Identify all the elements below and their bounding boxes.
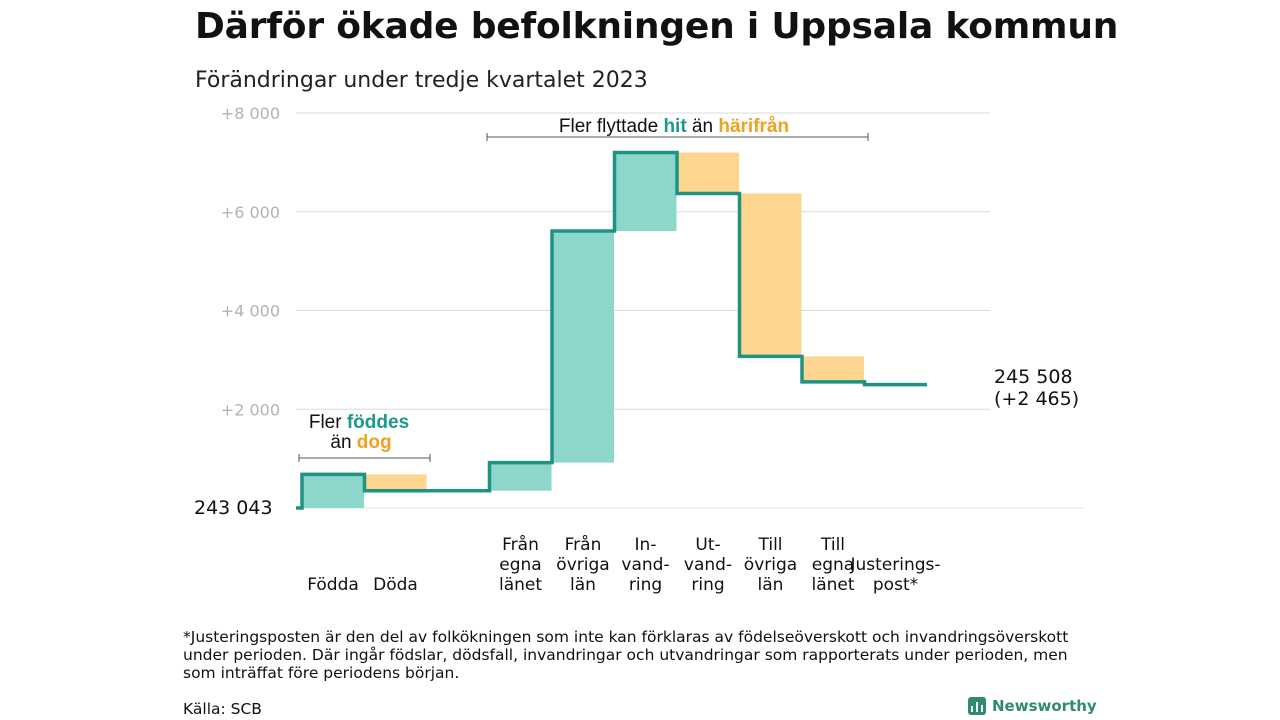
annotation-span: Fler: [309, 412, 347, 433]
x-category-label: övriga: [744, 555, 797, 575]
x-category-label: ring: [629, 575, 662, 595]
annotation-migration: Fler flyttade hit än härifrån: [559, 116, 789, 137]
waterfall-bar-1: [364, 474, 427, 491]
waterfall-bar-0: [302, 474, 364, 508]
brand-name: Newsworthy: [992, 697, 1097, 715]
y-tick-label: +8 000: [221, 104, 280, 123]
x-category-label: vand-: [684, 555, 732, 575]
annotation-births-line2: än dog: [330, 432, 391, 453]
annotation-span: föddes: [347, 412, 409, 433]
footnote: *Justeringsposten är den del av folkökni…: [183, 628, 1069, 682]
waterfall-bar-6: [677, 152, 739, 194]
waterfall-bar-4: [552, 231, 614, 463]
cumulative-step-line: [296, 150, 927, 510]
end-value-label: 245 508: [994, 366, 1073, 388]
x-category-label: ring: [691, 575, 724, 595]
waterfall-bar-5: [614, 152, 677, 232]
y-tick-label: +2 000: [221, 400, 280, 419]
x-category-label: län: [758, 575, 784, 595]
annotation-span: än: [687, 116, 719, 137]
x-category-label: övriga: [556, 555, 609, 575]
x-category-label: Från: [502, 534, 539, 555]
annotation-span: Fler flyttade: [559, 116, 664, 137]
annotation-span: hit: [663, 116, 687, 137]
annotation-births-line1: Fler föddes: [309, 412, 409, 433]
x-category-label: länet: [499, 575, 542, 595]
chart-subtitle: Förändringar under tredje kvartalet 2023: [195, 68, 648, 93]
y-tick-label: +4 000: [221, 302, 280, 321]
annotation-span: än: [330, 432, 356, 453]
x-category-label: post*: [873, 575, 918, 595]
x-category-label: Ut-: [695, 535, 720, 555]
start-value-label: 243 043: [194, 497, 273, 519]
x-category-label: län: [570, 575, 596, 595]
annotation-span: dog: [357, 432, 392, 453]
x-category-label: Från: [565, 534, 602, 555]
source-label: Källa: SCB: [183, 700, 262, 718]
y-tick-label: +6 000: [221, 203, 280, 222]
x-category-label: Döda: [373, 575, 418, 595]
x-category-label: Födda: [307, 575, 359, 595]
x-category-label: In-: [635, 535, 657, 555]
x-category-label: egna: [499, 555, 541, 575]
waterfall-bar-7: [739, 193, 802, 357]
x-category-label: Till: [757, 535, 782, 555]
x-category-label: länet: [811, 575, 854, 595]
bar-chart-icon: [968, 697, 986, 715]
waterfall-bar-8: [802, 356, 864, 382]
chart-title: Därför ökade befolkningen i Uppsala komm…: [195, 6, 1119, 47]
x-category-label: egna: [812, 555, 854, 575]
brand-logo: Newsworthy: [968, 697, 1097, 715]
end-change-label: (+2 465): [994, 388, 1079, 410]
x-category-label: vand-: [621, 555, 669, 575]
x-category-label: Justerings-: [849, 555, 940, 575]
x-category-label: Till: [820, 535, 845, 555]
waterfall-bar-3: [489, 462, 552, 491]
annotation-span: härifrån: [718, 116, 789, 137]
